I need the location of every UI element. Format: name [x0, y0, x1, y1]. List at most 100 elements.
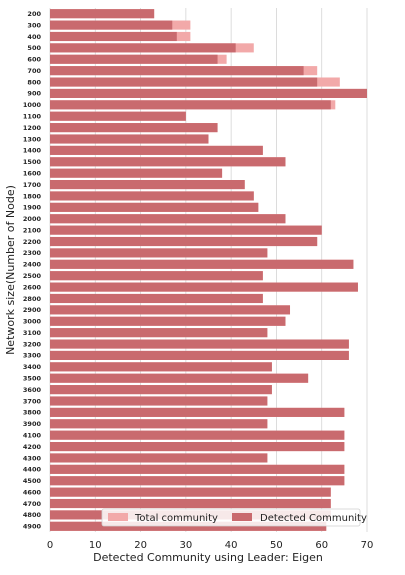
detected-bar-3200: [50, 339, 349, 349]
y-tick-2500: 2500: [23, 272, 42, 280]
detected-bar-3400: [50, 362, 272, 372]
x-tick-70: 70: [361, 540, 374, 551]
y-tick-1000: 1000: [23, 101, 42, 109]
detected-bar-2500: [50, 271, 263, 281]
detected-bar-600: [50, 54, 218, 64]
legend-swatch-total: [108, 513, 128, 521]
y-axis-label: Network size(Number of Node): [4, 185, 17, 355]
x-tick-60: 60: [315, 540, 328, 551]
y-tick-3100: 3100: [23, 329, 42, 337]
x-tick-20: 20: [134, 540, 147, 551]
y-tick-3500: 3500: [23, 375, 42, 383]
detected-bar-4300: [50, 453, 268, 463]
y-tick-800: 800: [27, 78, 41, 86]
y-tick-1700: 1700: [23, 181, 42, 189]
y-tick-2400: 2400: [23, 261, 42, 269]
x-tick-40: 40: [225, 540, 238, 551]
y-tick-3700: 3700: [23, 397, 42, 405]
legend-swatch-detected: [232, 513, 252, 521]
detected-bar-3100: [50, 328, 268, 338]
y-tick-1200: 1200: [23, 124, 42, 132]
detected-bar-1900: [50, 202, 259, 212]
y-tick-2300: 2300: [23, 249, 42, 257]
detected-bar-2000: [50, 214, 286, 224]
detected-bar-4700: [50, 498, 331, 509]
y-tick-3400: 3400: [23, 363, 42, 371]
y-tick-labels: 200 300 400 500 600 700 800 900 1000 1100 1200 1300…: [23, 10, 42, 531]
detected-bar-400: [50, 31, 177, 42]
y-tick-400: 400: [27, 33, 41, 41]
y-tick-2100: 2100: [23, 226, 42, 234]
detected-bar-3300: [50, 350, 349, 360]
y-tick-1500: 1500: [23, 158, 42, 166]
detected-bar-3000: [50, 316, 286, 326]
y-tick-3900: 3900: [23, 420, 42, 428]
detected-bar-2300: [50, 248, 268, 258]
y-tick-500: 500: [27, 44, 41, 52]
detected-bar-2400: [50, 259, 354, 269]
y-tick-700: 700: [27, 67, 41, 75]
detected-bar-1300: [50, 134, 209, 144]
y-tick-4700: 4700: [23, 500, 42, 508]
detected-bar-3500: [50, 373, 309, 383]
y-tick-3300: 3300: [23, 352, 42, 360]
legend-label-total: Total community: [134, 513, 218, 524]
y-tick-900: 900: [27, 90, 41, 98]
legend: Total community Detected Community: [101, 508, 367, 527]
x-tick-0: 0: [47, 540, 53, 551]
y-tick-1800: 1800: [23, 192, 42, 200]
detected-bar-2100: [50, 225, 322, 235]
y-tick-2600: 2600: [23, 283, 42, 291]
y-tick-4100: 4100: [23, 431, 42, 439]
y-tick-2800: 2800: [23, 295, 42, 303]
detected-bar-700: [50, 66, 304, 76]
detected-bar-3900: [50, 419, 268, 429]
detected-bar-1800: [50, 191, 254, 201]
detected-community-bars: [50, 9, 367, 531]
detected-bar-1500: [50, 157, 286, 167]
y-tick-1600: 1600: [23, 169, 42, 177]
y-tick-4600: 4600: [23, 488, 42, 496]
detected-bar-200: [50, 9, 155, 19]
y-tick-4300: 4300: [23, 454, 42, 462]
y-tick-1400: 1400: [23, 147, 42, 155]
y-tick-600: 600: [27, 56, 41, 64]
detected-bar-3600: [50, 385, 272, 395]
detected-bar-1700: [50, 180, 245, 190]
detected-bar-2800: [50, 293, 263, 304]
x-tick-labels: 0 10 20 30 40 50 60 70: [47, 540, 374, 551]
detected-bar-900: [50, 88, 367, 98]
y-tick-3200: 3200: [23, 340, 42, 348]
total-community-bars: [50, 9, 367, 531]
detected-bar-500: [50, 43, 236, 53]
y-tick-1100: 1100: [23, 113, 42, 121]
y-tick-4500: 4500: [23, 477, 42, 485]
x-axis-label: Detected Community using Leader: Eigen: [93, 551, 323, 564]
detected-bar-1400: [50, 145, 263, 155]
legend-box: [101, 508, 361, 527]
x-tick-30: 30: [179, 540, 192, 551]
detected-bar-1000: [50, 100, 331, 110]
y-tick-2000: 2000: [23, 215, 42, 223]
y-tick-200: 200: [27, 10, 41, 18]
detected-bar-4500: [50, 476, 345, 486]
detected-bar-300: [50, 20, 173, 30]
y-tick-1300: 1300: [23, 135, 42, 143]
y-tick-2900: 2900: [23, 306, 42, 314]
detected-bar-4100: [50, 430, 345, 440]
detected-bar-4400: [50, 464, 345, 474]
x-tick-50: 50: [270, 540, 283, 551]
detected-bar-2600: [50, 282, 358, 292]
detected-bar-4200: [50, 442, 345, 452]
y-tick-300: 300: [27, 21, 41, 29]
detected-bar-2200: [50, 236, 318, 247]
y-tick-2200: 2200: [23, 238, 42, 246]
detected-bar-1200: [50, 123, 218, 133]
y-tick-3600: 3600: [23, 386, 42, 394]
y-tick-4800: 4800: [23, 511, 42, 519]
detected-bar-3800: [50, 407, 345, 417]
y-tick-4200: 4200: [23, 443, 42, 451]
y-tick-3000: 3000: [23, 318, 42, 326]
x-tick-10: 10: [89, 540, 102, 551]
